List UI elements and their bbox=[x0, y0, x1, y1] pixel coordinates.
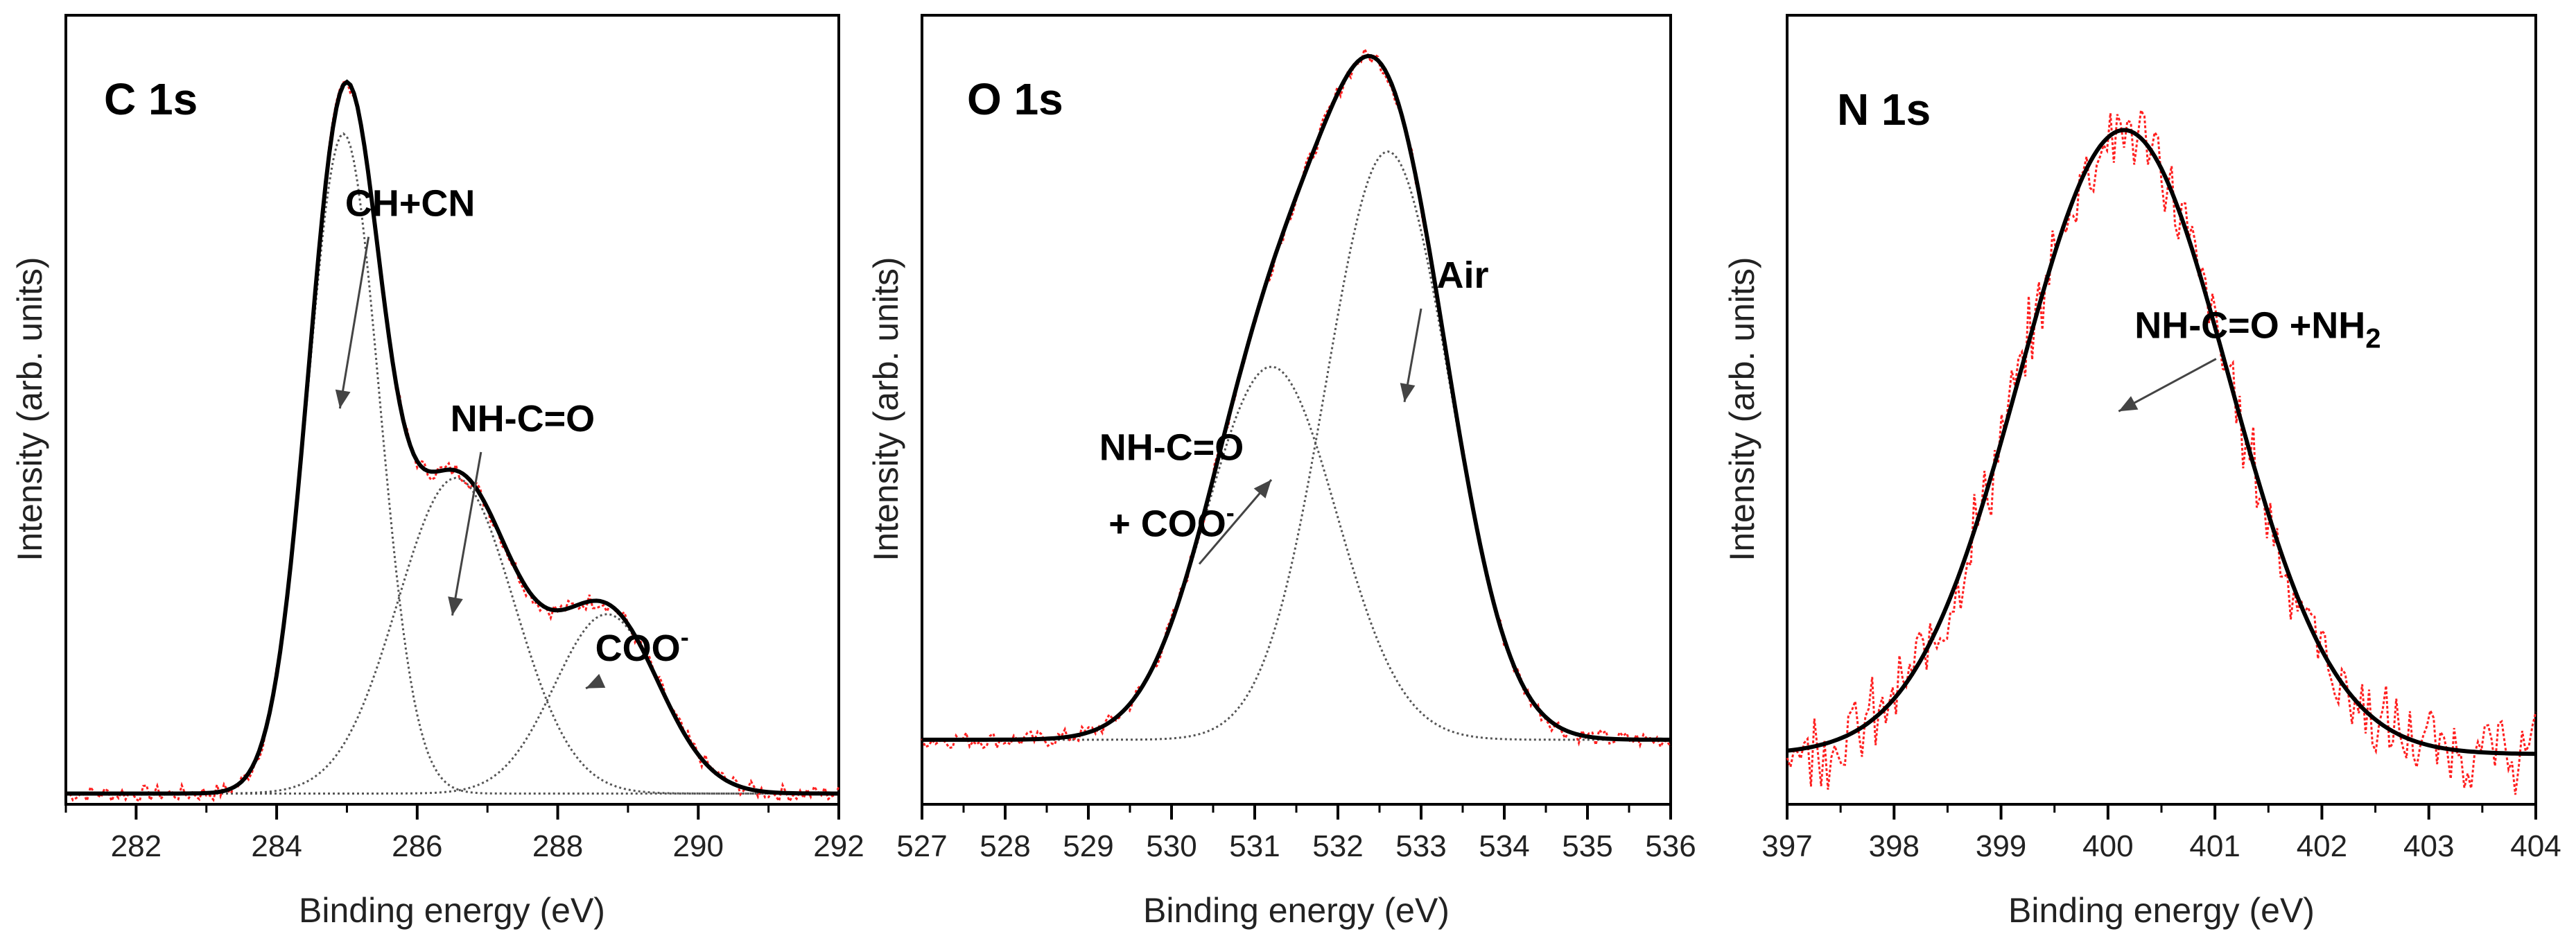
c1s-x-axis-label: Binding energy (eV) bbox=[299, 891, 605, 930]
n1s-annotation-arrowhead-0 bbox=[2118, 396, 2139, 412]
n1s-fit-envelope bbox=[1786, 128, 2536, 756]
n1s-x-tick-label: 400 bbox=[2082, 829, 2133, 863]
c1s-fit-envelope bbox=[66, 79, 839, 796]
c1s-annotation-arrow-0 bbox=[338, 236, 370, 409]
o1s-component-curve-0 bbox=[922, 365, 1671, 741]
c1s-x-tick-label: 282 bbox=[111, 829, 162, 863]
n1s-x-tick-label: 404 bbox=[2510, 829, 2561, 863]
c1s-title: C 1s bbox=[104, 74, 198, 124]
c1s-annotation-0: CH+CN bbox=[345, 183, 476, 225]
o1s-annotation-arrow-0 bbox=[1198, 478, 1273, 565]
n1s-x-tick-label: 397 bbox=[1761, 829, 1812, 863]
c1s-component-curve-2 bbox=[66, 613, 839, 795]
c1s-annotation-2: COO- bbox=[595, 623, 689, 669]
o1s-annotation-0-line2: + COO- bbox=[1108, 498, 1235, 544]
n1s-x-tick-label: 399 bbox=[1976, 829, 2026, 863]
c1s-annotation-1: NH-C=O bbox=[451, 398, 595, 440]
c1s-component-curve-1 bbox=[66, 476, 839, 795]
c1s-x-tick-label: 288 bbox=[532, 829, 583, 863]
c1s-annotation-arrowhead-2 bbox=[586, 673, 606, 689]
n1s-x-tick-label: 401 bbox=[2189, 829, 2240, 863]
o1s-x-tick-label: 531 bbox=[1229, 829, 1280, 863]
o1s-annotation-1: Air bbox=[1436, 254, 1488, 296]
o1s-panel: 527 528 529 530 531 532 533 534 535 536 NH-C=O + C… bbox=[867, 14, 1696, 930]
o1s-plot-frame bbox=[921, 14, 1672, 806]
c1s-x-tick-label: 290 bbox=[673, 829, 724, 863]
c1s-annotation-arrowhead-1 bbox=[448, 596, 463, 616]
o1s-x-tick-label: 536 bbox=[1645, 829, 1696, 863]
o1s-x-tick-label: 535 bbox=[1562, 829, 1612, 863]
c1s-component-curve-0 bbox=[66, 132, 839, 795]
o1s-component-curve-1 bbox=[922, 150, 1671, 741]
o1s-x-tick-label: 530 bbox=[1146, 829, 1196, 863]
o1s-annotation-arrowhead-0 bbox=[1253, 479, 1271, 499]
c1s-y-axis-label: Intensity (arb. units) bbox=[10, 257, 49, 561]
o1s-x-tick-label: 528 bbox=[980, 829, 1030, 863]
o1s-x-tick-label: 532 bbox=[1312, 829, 1363, 863]
o1s-experimental-curve bbox=[921, 46, 1672, 752]
n1s-x-axis-label: Binding energy (eV) bbox=[2008, 891, 2315, 930]
o1s-annotation-arrowhead-1 bbox=[1400, 383, 1416, 402]
o1s-fit-envelope bbox=[922, 53, 1671, 742]
o1s-y-axis-label: Intensity (arb. units) bbox=[867, 257, 905, 561]
n1s-x-tick-label: 398 bbox=[1869, 829, 1920, 863]
n1s-annotation-0: NH-C=O +NH2 bbox=[2134, 305, 2381, 354]
o1s-title: O 1s bbox=[967, 74, 1063, 124]
o1s-x-tick-label: 527 bbox=[896, 829, 947, 863]
o1s-annotation-0: NH-C=O bbox=[1099, 426, 1244, 468]
n1s-panel: 397 398 399 400 401 402 403 404 NH-C=O +NH2 N 1… bbox=[1723, 14, 2561, 930]
n1s-experimental-curve bbox=[1786, 107, 2537, 795]
o1s-x-axis-label: Binding energy (eV) bbox=[1143, 891, 1450, 930]
c1s-annotation-arrow-1 bbox=[451, 451, 482, 616]
c1s-annotation-arrowhead-0 bbox=[335, 389, 351, 409]
c1s-x-tick-label: 286 bbox=[392, 829, 442, 863]
n1s-title: N 1s bbox=[1837, 85, 1931, 135]
n1s-x-tick-label: 402 bbox=[2297, 829, 2347, 863]
c1s-x-tick-label: 284 bbox=[251, 829, 302, 863]
c1s-plot-frame bbox=[64, 14, 840, 806]
n1s-y-axis-label: Intensity (arb. units) bbox=[1723, 257, 1761, 561]
n1s-x-tick-label: 403 bbox=[2403, 829, 2454, 863]
o1s-x-tick-label: 533 bbox=[1395, 829, 1446, 863]
n1s-annotation-arrow-0 bbox=[2118, 358, 2217, 413]
o1s-x-tick-label: 534 bbox=[1479, 829, 1529, 863]
o1s-x-tick-label: 529 bbox=[1063, 829, 1113, 863]
c1s-x-tick-label: 292 bbox=[813, 829, 864, 863]
